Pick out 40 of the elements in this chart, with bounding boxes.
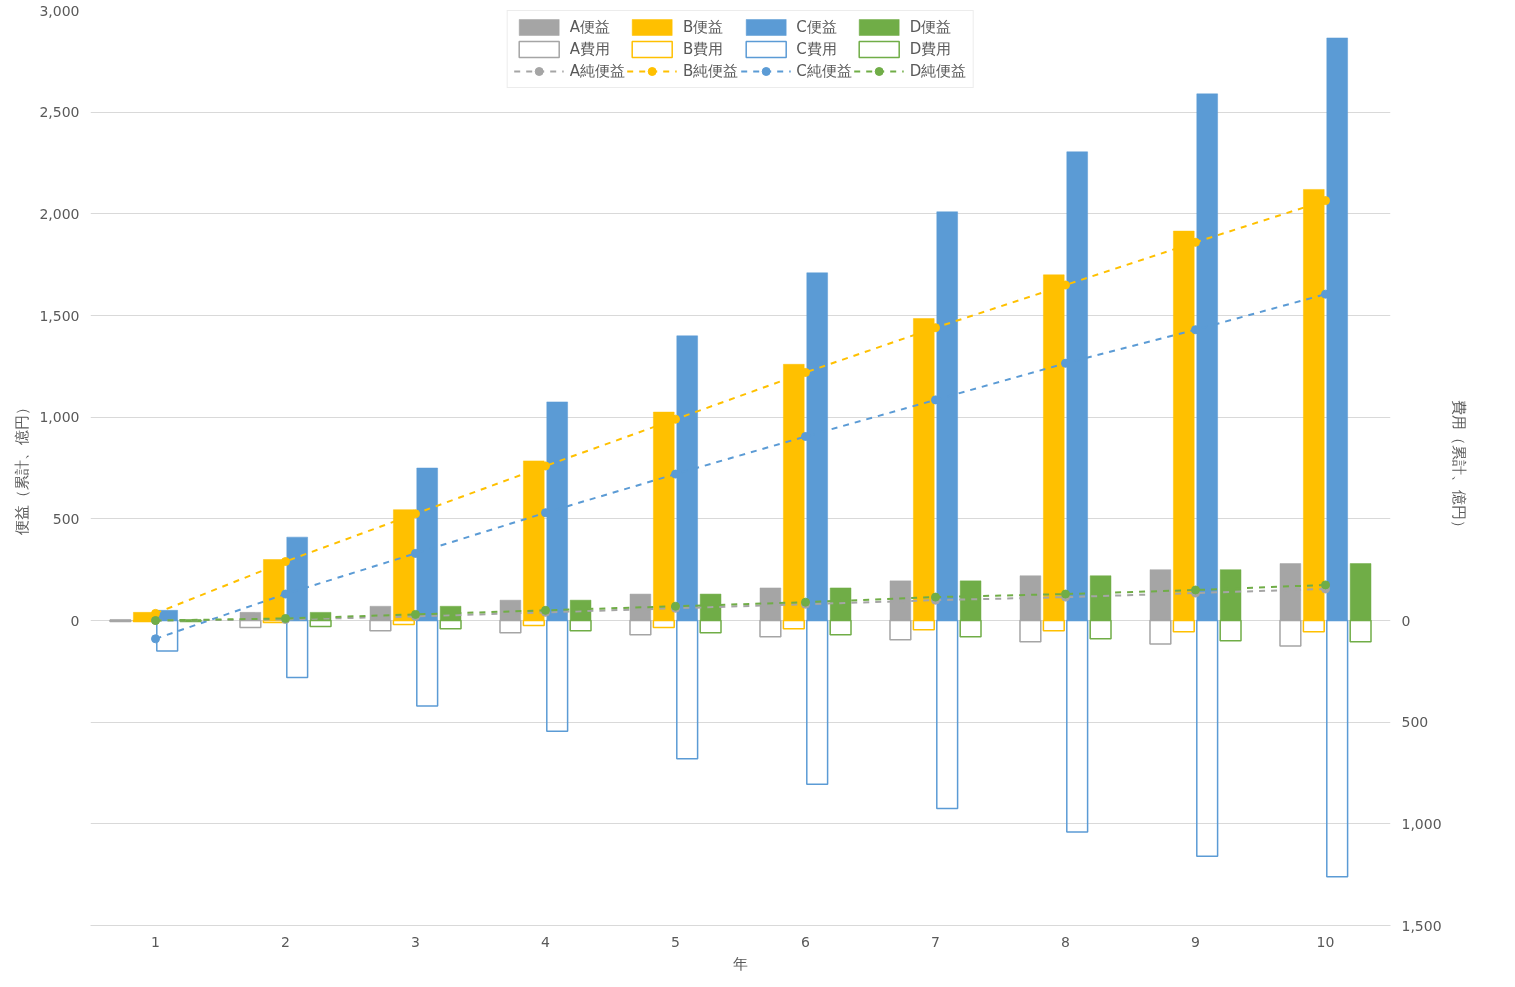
x-axis-title: 年: [733, 954, 748, 973]
legend-label: C便益: [796, 17, 837, 37]
legend-label: D費用: [909, 39, 952, 59]
legend-label: C費用: [796, 39, 837, 59]
legend-label: B費用: [682, 39, 724, 59]
legend-label: B便益: [682, 17, 724, 37]
x-tick-label: 10: [1316, 933, 1335, 950]
x-tick-label: 3: [411, 933, 420, 950]
y-axis-title: 便益（累計、億円）: [13, 400, 32, 536]
y2-axis-title: 費用（累計、億円）: [1449, 400, 1468, 536]
x-tick-label: 4: [541, 933, 551, 950]
point: [281, 557, 290, 567]
point: [151, 608, 160, 618]
y2-tick-label: 1,500: [1401, 917, 1442, 934]
x-tick-label: 8: [1061, 933, 1070, 950]
y-tick-label: 2,500: [39, 104, 80, 121]
x-tick-label: 5: [671, 933, 680, 950]
y-tick-label: 500: [52, 510, 80, 527]
y-tick-label: 1,000: [39, 409, 80, 426]
y2-tick-label: 500: [1401, 714, 1429, 731]
x-tick-label: 1: [151, 933, 160, 950]
point: [1321, 580, 1330, 590]
legend-label: A便益: [569, 17, 610, 37]
x-tick-label: 9: [1191, 933, 1200, 950]
legend-label: A純便益: [569, 61, 625, 81]
y-tick-label: 2,000: [39, 205, 80, 222]
legend-label: C純便益: [796, 61, 852, 81]
legend-label: A費用: [569, 39, 610, 59]
point: [151, 634, 160, 644]
y-tick-label: 0: [70, 612, 80, 629]
y2-tick-label: 1,000: [1401, 815, 1442, 832]
x-tick-label: 7: [931, 933, 940, 950]
x-tick-label: 2: [281, 933, 290, 950]
legend-label: D便益: [909, 17, 952, 37]
y2-tick-label: 0: [1401, 612, 1411, 629]
legend-label: B純便益: [682, 61, 739, 81]
y-tick-label: 3,000: [39, 2, 80, 19]
x-tick-label: 6: [801, 933, 811, 950]
legend-label: D純便益: [909, 61, 967, 81]
y-tick-label: 1,500: [39, 307, 80, 324]
